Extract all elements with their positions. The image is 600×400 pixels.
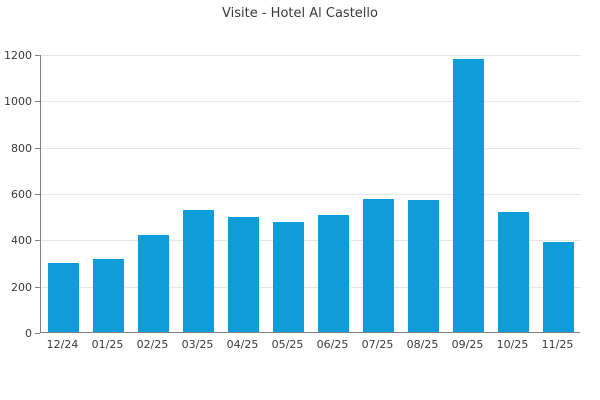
y-tick-mark-400 [35,240,40,242]
bar-08/25 [408,199,439,332]
bar-03/25 [183,210,214,332]
y-tick-label-1000: 1000 [4,95,32,109]
gridline-y-200 [41,286,581,288]
x-tick-label-05/25: 05/25 [271,338,304,351]
gridline-y-800 [41,147,581,149]
bar-06/25 [318,215,349,332]
bar-11/25 [543,241,574,332]
x-tick-label-02/25: 02/25 [136,338,169,351]
y-tick-mark-800 [35,147,40,149]
y-tick-label-200: 200 [11,280,32,294]
y-tick-mark-200 [35,286,40,288]
x-tick-label-07/25: 07/25 [361,338,394,351]
x-tick-label-01/25: 01/25 [91,338,124,351]
y-tick-label-800: 800 [11,141,32,155]
y-tick-label-400: 400 [11,234,32,248]
y-tick-label-0: 0 [25,327,32,340]
bar-05/25 [273,221,304,332]
gridline-y-1200 [41,55,581,56]
plot-area [40,55,581,333]
x-tick-label-06/25: 06/25 [316,338,349,351]
chart-title: Visite - Hotel Al Castello [222,6,378,21]
bar-07/25 [363,198,394,332]
y-tick-mark-0 [35,333,40,334]
gridline-y-1000 [41,101,581,103]
bar-04/25 [228,217,259,332]
y-tick-mark-1000 [35,101,40,103]
bar-12/24 [48,262,79,332]
x-tick-label-08/25: 08/25 [406,338,439,351]
y-tick-label-600: 600 [11,188,32,201]
bar-10/25 [498,211,529,332]
x-tick-label-04/25: 04/25 [226,338,259,351]
y-tick-mark-600 [35,194,40,195]
bar-09/25 [453,58,484,332]
y-tick-mark-1200 [35,55,40,56]
x-tick-label-03/25: 03/25 [181,338,214,351]
gridline-y-400 [41,240,581,242]
bar-01/25 [93,259,124,332]
gridline-y-600 [41,194,581,195]
x-tick-label-10/25: 10/25 [496,338,529,351]
bar-02/25 [138,234,169,332]
x-tick-label-12/24: 12/24 [46,338,79,351]
x-tick-label-11/25: 11/25 [541,338,574,351]
x-tick-label-09/25: 09/25 [451,338,484,351]
y-tick-label-1200: 1200 [4,49,32,62]
